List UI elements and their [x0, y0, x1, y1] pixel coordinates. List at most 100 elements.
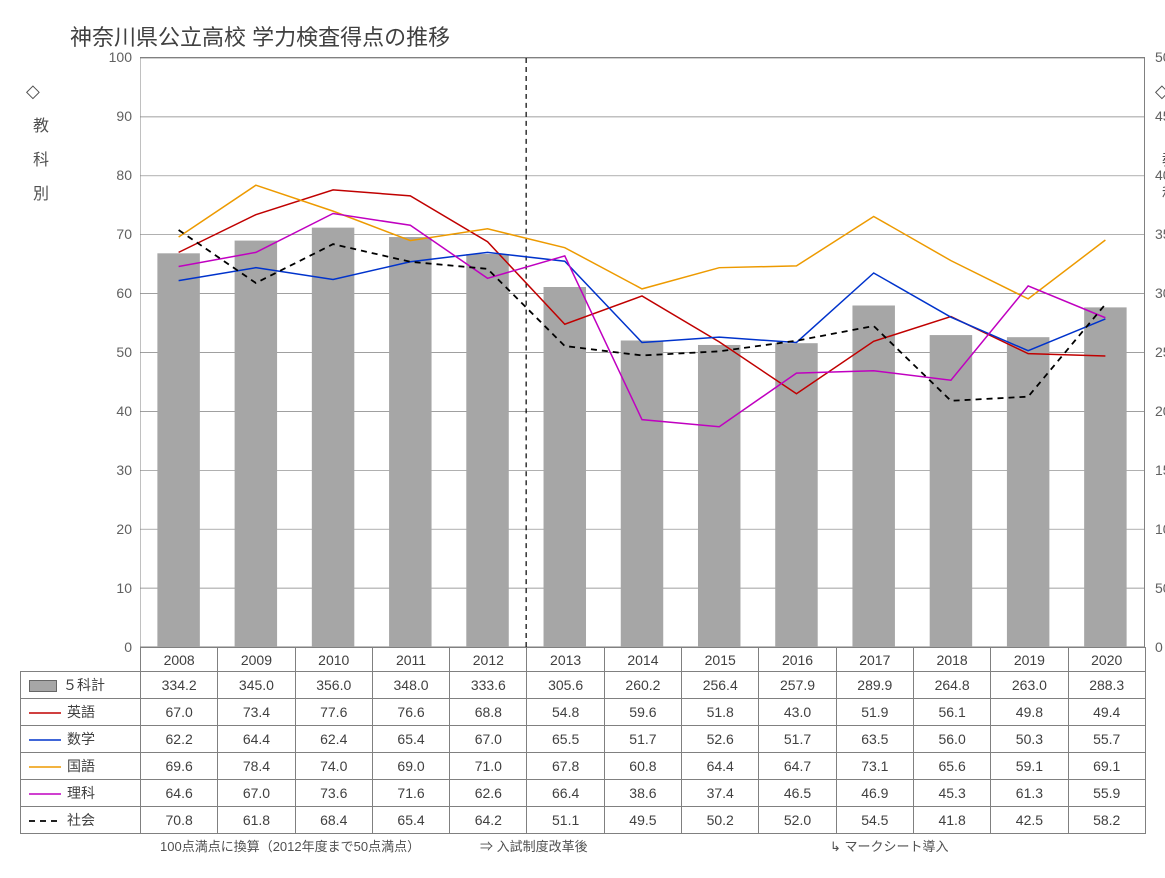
data-cell: 73.1 — [836, 753, 913, 780]
data-cell: 305.6 — [527, 672, 604, 699]
legend-swatch-line — [29, 735, 61, 745]
y-tick-left: 10 — [116, 580, 132, 596]
data-cell: 67.8 — [527, 753, 604, 780]
data-cell: 70.8 — [141, 807, 218, 834]
data-cell: 41.8 — [913, 807, 990, 834]
data-cell: 67.0 — [141, 699, 218, 726]
data-cell: 67.0 — [218, 780, 295, 807]
y-tick-right: 100 — [1155, 521, 1165, 537]
data-cell: 52.0 — [759, 807, 836, 834]
y-tick-left: 80 — [116, 167, 132, 183]
y-tick-left: 0 — [124, 639, 132, 655]
data-cell: 73.6 — [295, 780, 372, 807]
y-tick-left: 90 — [116, 108, 132, 124]
data-cell: 78.4 — [218, 753, 295, 780]
series-label-math: 数学 — [21, 726, 141, 753]
data-cell: 356.0 — [295, 672, 372, 699]
data-cell: 76.6 — [372, 699, 449, 726]
data-cell: 288.3 — [1068, 672, 1145, 699]
data-cell: 43.0 — [759, 699, 836, 726]
data-cell: 50.2 — [682, 807, 759, 834]
footnote-1: 100点満点に換算（2012年度まで50点満点） — [160, 836, 420, 855]
data-cell: 66.4 — [527, 780, 604, 807]
data-cell: 65.5 — [527, 726, 604, 753]
data-cell: 37.4 — [682, 780, 759, 807]
data-cell: 64.7 — [759, 753, 836, 780]
y-tick-left: 60 — [116, 285, 132, 301]
plot-area: ◇ 教科別 0102030405060708090100 ◇５教科0501001… — [20, 57, 1145, 647]
data-cell: 51.7 — [759, 726, 836, 753]
data-cell: 49.8 — [991, 699, 1068, 726]
year-header: 2012 — [450, 648, 527, 672]
data-cell: 46.5 — [759, 780, 836, 807]
left-axis-symbol: ◇ — [26, 81, 40, 102]
data-cell: 51.9 — [836, 699, 913, 726]
year-header: 2008 — [141, 648, 218, 672]
y-tick-right: 450 — [1155, 108, 1165, 124]
series-label-science: 理科 — [21, 780, 141, 807]
data-cell: 59.1 — [991, 753, 1068, 780]
data-cell: 69.6 — [141, 753, 218, 780]
y-tick-right: 250 — [1155, 344, 1165, 360]
year-header: 2015 — [682, 648, 759, 672]
data-cell: 58.2 — [1068, 807, 1145, 834]
data-cell: 65.4 — [372, 807, 449, 834]
data-cell: 64.4 — [218, 726, 295, 753]
y-tick-right: 300 — [1155, 285, 1165, 301]
data-cell: 55.9 — [1068, 780, 1145, 807]
y-tick-left: 20 — [116, 521, 132, 537]
data-cell: 289.9 — [836, 672, 913, 699]
data-cell: 51.8 — [682, 699, 759, 726]
y-tick-right: 350 — [1155, 226, 1165, 242]
year-header: 2016 — [759, 648, 836, 672]
legend-swatch-line — [29, 762, 61, 772]
data-table: 2008200920102011201220132014201520162017… — [20, 647, 1146, 834]
data-cell: 45.3 — [913, 780, 990, 807]
data-cell: 68.8 — [450, 699, 527, 726]
year-header: 2011 — [372, 648, 449, 672]
data-cell: 56.0 — [913, 726, 990, 753]
year-header: 2018 — [913, 648, 990, 672]
data-cell: 51.1 — [527, 807, 604, 834]
data-cell: 64.4 — [682, 753, 759, 780]
series-label-japanese: 国語 — [21, 753, 141, 780]
y-tick-left: 30 — [116, 462, 132, 478]
data-cell: 264.8 — [913, 672, 990, 699]
y-tick-right: 200 — [1155, 403, 1165, 419]
data-cell: 62.6 — [450, 780, 527, 807]
data-cell: 38.6 — [604, 780, 681, 807]
data-cell: 260.2 — [604, 672, 681, 699]
y-tick-right: 0 — [1155, 639, 1163, 655]
y-tick-right: 500 — [1155, 49, 1165, 65]
year-header: 2020 — [1068, 648, 1145, 672]
data-cell: 64.2 — [450, 807, 527, 834]
data-cell: 69.0 — [372, 753, 449, 780]
data-cell: 65.6 — [913, 753, 990, 780]
data-cell: 65.4 — [372, 726, 449, 753]
data-cell: 69.1 — [1068, 753, 1145, 780]
y-tick-left: 40 — [116, 403, 132, 419]
data-cell: 71.6 — [372, 780, 449, 807]
y-tick-right: 50 — [1155, 580, 1165, 596]
y-tick-left: 70 — [116, 226, 132, 242]
year-header: 2014 — [604, 648, 681, 672]
data-cell: 52.6 — [682, 726, 759, 753]
series-label-social: 社会 — [21, 807, 141, 834]
data-cell: 257.9 — [759, 672, 836, 699]
footnotes: 100点満点に換算（2012年度まで50点満点） ⇒ 入試制度改革後 ↳ マーク… — [20, 836, 1100, 858]
year-header: 2013 — [527, 648, 604, 672]
year-header: 2009 — [218, 648, 295, 672]
data-cell: 345.0 — [218, 672, 295, 699]
data-cell: 55.7 — [1068, 726, 1145, 753]
data-cell: 334.2 — [141, 672, 218, 699]
data-cell: 61.8 — [218, 807, 295, 834]
data-cell: 77.6 — [295, 699, 372, 726]
year-header: 2019 — [991, 648, 1068, 672]
y-tick-right: 400 — [1155, 167, 1165, 183]
data-cell: 74.0 — [295, 753, 372, 780]
series-label-english: 英語 — [21, 699, 141, 726]
right-axis-symbol: ◇ — [1155, 81, 1165, 102]
left-axis-label: 教科別 — [26, 117, 50, 219]
y-tick-left: 100 — [109, 49, 132, 65]
data-cell: 63.5 — [836, 726, 913, 753]
